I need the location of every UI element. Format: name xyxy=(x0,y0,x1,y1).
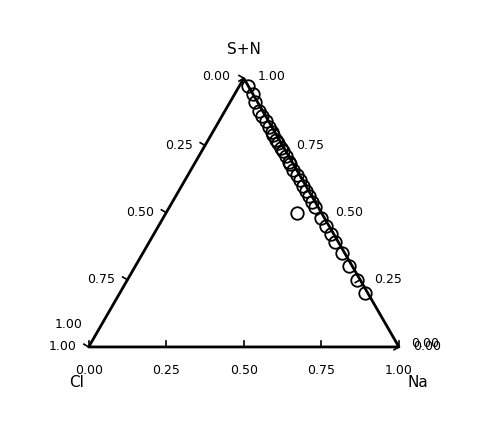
Text: Cl: Cl xyxy=(69,375,84,390)
Text: 0.25: 0.25 xyxy=(374,273,402,286)
Text: 0.75: 0.75 xyxy=(308,364,336,377)
Text: S+N: S+N xyxy=(227,42,260,56)
Text: 1.00: 1.00 xyxy=(258,70,285,83)
Text: 1.00: 1.00 xyxy=(54,318,82,332)
Text: 0.00: 0.00 xyxy=(413,340,441,354)
Text: 0.25: 0.25 xyxy=(152,364,180,377)
Text: 0.50: 0.50 xyxy=(230,364,258,377)
Text: 1.00: 1.00 xyxy=(385,364,413,377)
Text: 0.00: 0.00 xyxy=(74,364,102,377)
Text: 0.00: 0.00 xyxy=(202,70,230,83)
Text: Na: Na xyxy=(407,375,428,390)
Text: 0.75: 0.75 xyxy=(296,139,324,152)
Text: 0.50: 0.50 xyxy=(126,206,154,219)
Text: 1.00: 1.00 xyxy=(48,340,76,354)
Text: 0.25: 0.25 xyxy=(164,139,192,152)
Text: 0.50: 0.50 xyxy=(336,206,363,219)
Text: 0.00: 0.00 xyxy=(412,338,440,350)
Text: 0.75: 0.75 xyxy=(87,273,115,286)
